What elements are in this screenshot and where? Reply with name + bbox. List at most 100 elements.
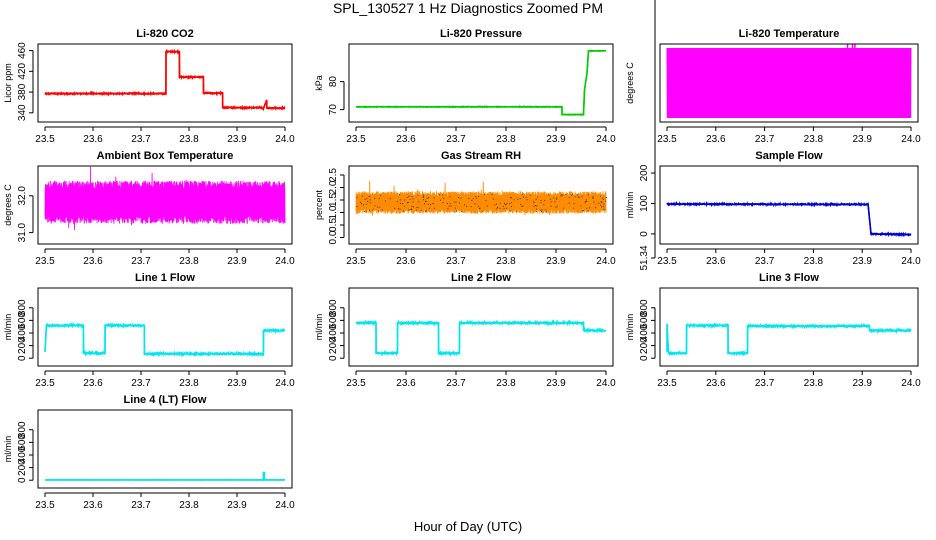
- data-point: [372, 208, 374, 210]
- data-point: [584, 202, 586, 204]
- data-point: [600, 201, 602, 203]
- data-point: [510, 202, 512, 204]
- data-point: [570, 195, 572, 197]
- y-tick-label: 200: [328, 337, 339, 354]
- data-point: [478, 196, 480, 198]
- data-point: [560, 194, 562, 196]
- data-point: [581, 196, 583, 198]
- data-step-line: [45, 471, 285, 481]
- data-point: [356, 196, 358, 198]
- x-tick-label: 23.7: [131, 500, 151, 511]
- data-point: [525, 196, 527, 198]
- data-point: [466, 205, 468, 207]
- x-tick-label: 23.9: [852, 134, 872, 145]
- plot-data: [355, 180, 607, 216]
- data-point: [478, 207, 480, 209]
- data-point: [540, 202, 542, 204]
- data-point: [522, 205, 524, 207]
- y-tick-label: 0: [639, 231, 650, 237]
- data-point: [378, 210, 380, 212]
- plot-frame: [348, 165, 614, 245]
- data-point: [556, 205, 558, 207]
- y-tick-label: 200: [639, 337, 650, 354]
- data-point: [582, 210, 584, 212]
- panel-title: Line 4 (LT) Flow: [124, 394, 207, 406]
- panel-8: Line 2 Flow ml/min 23.5 23.6 23.7 23.8 23.9 24.…: [314, 272, 616, 389]
- y-tick-label: 51.34: [639, 245, 650, 270]
- data-point: [536, 205, 538, 207]
- y-tick-label: 400: [639, 324, 650, 341]
- y-tick-label: 340: [17, 104, 28, 121]
- y-axis-label: ml/min: [3, 314, 13, 341]
- y-tick-label: 800: [17, 299, 28, 316]
- y-axis-label: ml/min: [314, 314, 324, 341]
- data-point: [510, 196, 512, 198]
- data-point: [602, 197, 604, 199]
- data-point: [448, 205, 450, 207]
- x-tick-label: 23.7: [755, 134, 775, 145]
- data-point: [573, 207, 575, 209]
- data-point: [433, 207, 435, 209]
- data-point: [506, 202, 508, 204]
- data-point: [587, 210, 589, 212]
- data-step-line: [666, 203, 912, 236]
- data-point: [521, 194, 523, 196]
- data-point: [367, 200, 369, 202]
- data-point: [541, 209, 543, 211]
- data-point: [412, 206, 414, 208]
- data-point: [529, 194, 531, 196]
- data-line: [666, 47, 912, 119]
- x-tick-label: 23.6: [83, 500, 103, 511]
- data-point: [484, 194, 486, 196]
- data-point: [470, 206, 472, 208]
- data-point: [460, 197, 462, 199]
- data-point: [517, 198, 519, 200]
- y-tick-label: 80: [328, 76, 339, 88]
- x-tick-label: 23.7: [446, 134, 466, 145]
- data-point: [417, 194, 419, 196]
- data-point: [499, 207, 501, 209]
- plot-data: [44, 166, 286, 231]
- y-tick-label: 600: [328, 312, 339, 329]
- data-point: [442, 194, 444, 196]
- plot-data: [666, 44, 912, 119]
- y-tick-label: 0.5: [328, 218, 339, 232]
- chart-panels: Li-820 CO2 Licor ppm 23.5 23.6 23.7 23.8 23.9 2…: [3, 0, 921, 511]
- data-point: [603, 206, 605, 208]
- plot-frame: [37, 409, 293, 489]
- data-point: [458, 196, 460, 198]
- data-point: [422, 196, 424, 198]
- x-tick-label: 23.5: [346, 378, 366, 389]
- data-point: [539, 209, 541, 211]
- data-line: [355, 319, 607, 357]
- x-tick-label: 23.8: [179, 500, 199, 511]
- x-tick-label: 23.8: [179, 134, 199, 145]
- data-point: [368, 209, 370, 211]
- data-point: [374, 205, 376, 207]
- data-point: [402, 210, 404, 212]
- panel-title: Ambient Box Temperature: [97, 150, 234, 162]
- data-point: [425, 211, 427, 213]
- panel-title: Line 3 Flow: [759, 272, 819, 284]
- figure-xlabel: Hour of Day (UTC): [414, 519, 522, 534]
- data-point: [584, 200, 586, 202]
- plot-data: [355, 49, 607, 117]
- data-point: [577, 196, 579, 198]
- x-tick-label: 23.7: [755, 256, 775, 267]
- x-tick-label: 24.0: [275, 256, 295, 267]
- data-point: [412, 201, 414, 203]
- x-tick-label: 23.8: [179, 256, 199, 267]
- data-point: [562, 194, 564, 196]
- data-point: [399, 194, 401, 196]
- data-point: [446, 202, 448, 204]
- x-tick-label: 23.6: [396, 378, 416, 389]
- y-tick-label: 200: [17, 337, 28, 354]
- data-point: [479, 207, 481, 209]
- data-point: [477, 205, 479, 207]
- x-tick-label: 23.6: [706, 378, 726, 389]
- data-point: [586, 200, 588, 202]
- y-tick-label: 600: [17, 434, 28, 451]
- x-tick-label: 23.6: [83, 134, 103, 145]
- x-tick-label: 23.7: [446, 256, 466, 267]
